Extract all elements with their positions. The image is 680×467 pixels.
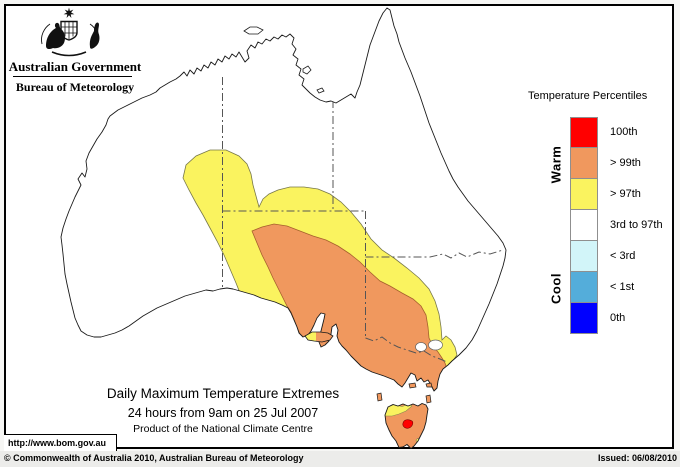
french-island — [408, 382, 417, 389]
bom-url-text: http://www.bom.gov.au — [8, 438, 106, 448]
flinders-island — [425, 394, 432, 404]
legend-row-gt97: > 97th — [570, 178, 680, 210]
king-island — [376, 392, 383, 402]
bottom-bar: © Commonwealth of Australia 2010, Austra… — [0, 451, 680, 467]
caption-title: Daily Maximum Temperature Extremes — [106, 386, 340, 401]
kangaroo-island-orange-part — [316, 332, 333, 342]
border-qld-nsw — [365, 249, 504, 259]
copyright-text: © Commonwealth of Australia 2010, Austra… — [4, 453, 304, 463]
melville-island — [243, 26, 264, 35]
mornington-island — [316, 87, 325, 94]
legend-row-3rd-to-97th: 3rd to 97th — [570, 209, 680, 241]
map-caption: Daily Maximum Temperature Extremes 24 ho… — [63, 386, 383, 435]
state-borders — [222, 77, 504, 363]
legend-label-3rd-to-97th: 3rd to 97th — [610, 219, 663, 231]
legend-swatch-100th — [570, 117, 598, 148]
alpine-hole-east — [428, 339, 443, 351]
phillip-island — [425, 382, 433, 388]
legend-label-lt1: < 1st — [610, 281, 635, 293]
caption-product: Product of the National Climate Centre — [133, 423, 313, 435]
commonwealth-star-icon — [63, 7, 75, 18]
alpine-hole-west — [415, 342, 427, 352]
coat-of-arms — [41, 7, 100, 57]
legend-swatch-gt97 — [570, 178, 598, 210]
legend-swatch-lt3 — [570, 240, 598, 272]
groote-eylandt-island — [302, 65, 312, 75]
legend-row-lt3: < 3rd — [570, 240, 680, 272]
border-nsw-vic-murray — [365, 336, 448, 363]
legend-row-gt99: > 99th — [570, 147, 680, 179]
legend-row-lt1: < 1st — [570, 271, 680, 303]
legend-row-100th: 100th — [570, 117, 680, 148]
kangaroo-icon — [46, 22, 65, 50]
legend-swatch-lt1 — [570, 271, 598, 303]
scroll-banner — [51, 51, 87, 57]
legend-label-gt99: > 99th — [610, 157, 641, 169]
legend-swatch-3rd-to-97th — [570, 209, 598, 241]
bom-url-box: http://www.bom.gov.au — [4, 434, 117, 452]
shield-cross — [61, 21, 77, 39]
legend-label-gt97: > 97th — [610, 188, 641, 200]
legend-swatch-gt99 — [570, 147, 598, 179]
legend-label-0th: 0th — [610, 312, 626, 324]
wattle-branches — [41, 23, 99, 45]
emu-icon — [89, 22, 100, 49]
issued-date-text: Issued: 06/08/2010 — [597, 453, 677, 463]
bureau-of-meteorology-label: Bureau of Meteorology — [15, 80, 135, 94]
legend-warm-axis-label: Warm — [548, 145, 564, 184]
tasmania-red-spot — [402, 419, 414, 429]
legend-row-0th: 0th — [570, 302, 680, 334]
legend: 100th > 99th > 97th 3rd to 97th < 3rd < … — [570, 117, 680, 334]
australian-government-label: Australian Government — [8, 59, 142, 74]
legend-swatch-0th — [570, 302, 598, 334]
caption-period: 24 hours from 9am on 25 Jul 2007 — [127, 406, 319, 420]
legend-cool-axis-label: Cool — [548, 273, 564, 304]
legend-label-100th: 100th — [610, 126, 638, 138]
header-divider — [13, 76, 132, 77]
tasmania-se-yellow-spot-2 — [420, 443, 425, 447]
legend-label-lt3: < 3rd — [610, 250, 636, 262]
legend-title: Temperature Percentiles — [528, 90, 648, 102]
